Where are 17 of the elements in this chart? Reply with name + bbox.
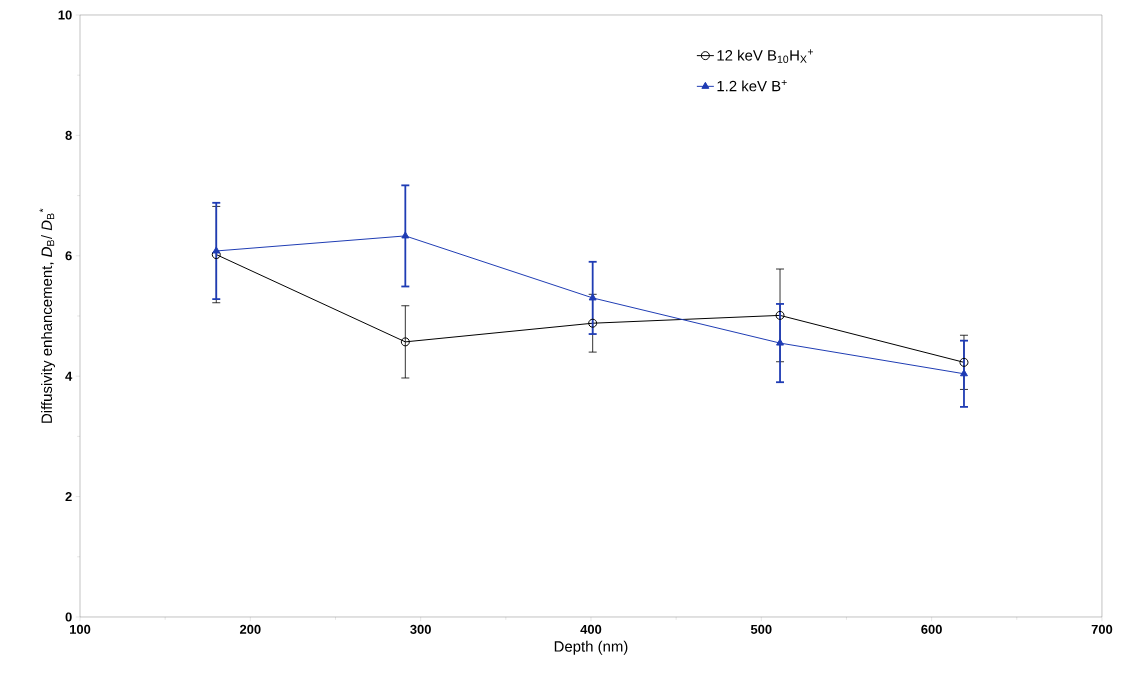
x-tick-label: 100 xyxy=(70,624,91,634)
x-tick-label: 400 xyxy=(580,624,602,634)
x-tick-label: 500 xyxy=(750,624,772,634)
x-tick-label: 200 xyxy=(239,624,261,634)
x-tick-label: 700 xyxy=(1091,624,1113,634)
x-tick-label: 300 xyxy=(410,624,431,634)
legend-label: 12 keV B$_{10}$H$_{X}$+ xyxy=(717,49,813,63)
y-axis-title: Diffusivity enhancement, D$_{B}$/ D$_{B}$* xyxy=(39,208,55,423)
x-tick-label: 600 xyxy=(921,624,942,634)
y-tick-label: 0 xyxy=(65,612,72,622)
y-tick-label: 2 xyxy=(65,492,72,502)
y-tick-label: 10 xyxy=(58,10,72,20)
y-tick-label: 4 xyxy=(65,371,73,381)
x-axis-title: Depth (nm) xyxy=(554,640,628,655)
y-tick-label: 6 xyxy=(65,251,72,261)
legend-label: 1.2 keV B$^{+}$ xyxy=(717,80,787,92)
y-tick-label: 8 xyxy=(65,130,72,140)
